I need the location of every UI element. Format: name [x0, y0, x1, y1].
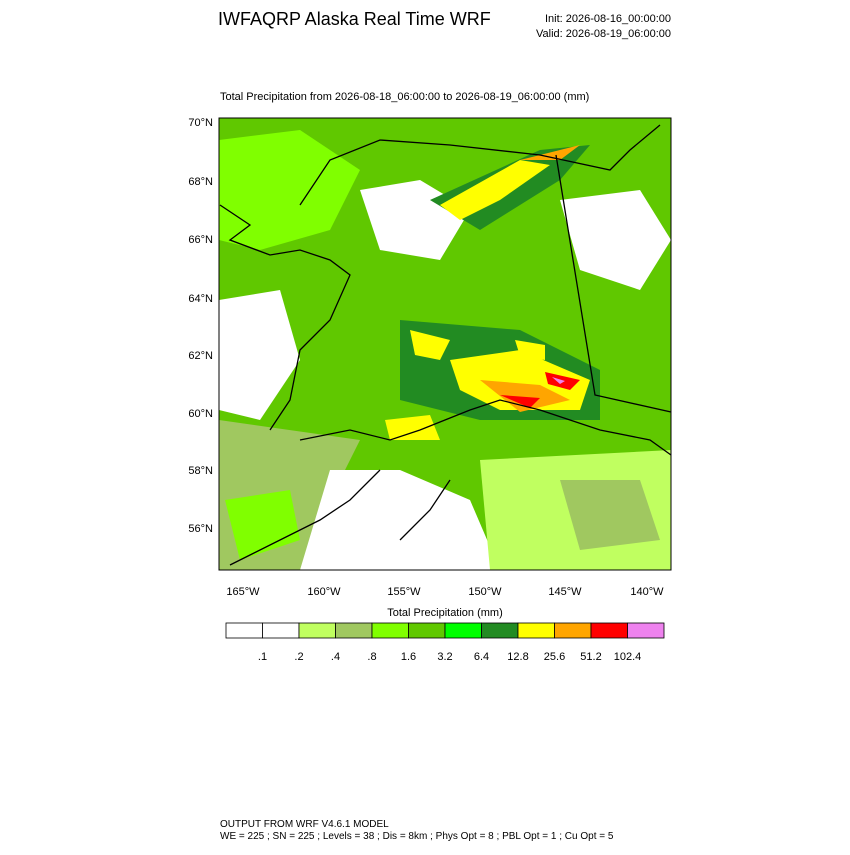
footer-line: WE = 225 ; SN = 225 ; Levels = 38 ; Dis …: [220, 831, 614, 842]
lat-label: 58°N: [188, 465, 213, 477]
colorbar-box: [590, 622, 628, 639]
colorbar-title: Total Precipitation (mm): [387, 607, 503, 619]
colorbar: .1 .2 .4 .8 1.6 3.2 6.4 12.8 25.6 51.2 102.4: [225, 622, 665, 663]
colorbar-label: 3.2: [437, 651, 452, 663]
lon-label: 165°W: [226, 586, 260, 598]
precip-field: [219, 118, 671, 570]
colorbar-label: 51.2: [580, 651, 601, 663]
title: IWFAQRP Alaska Real Time WRF: [218, 9, 491, 29]
lon-labels: 165°W 160°W 155°W 150°W 145°W 140°W: [226, 586, 664, 598]
lat-label: 60°N: [188, 408, 213, 420]
init-time: Init: 2026-08-16_00:00:00: [545, 13, 671, 25]
colorbar-label: 6.4: [474, 651, 489, 663]
colorbar-box: [627, 622, 665, 639]
colorbar-label: 12.8: [507, 651, 528, 663]
footer-line: OUTPUT FROM WRF V4.6.1 MODEL: [220, 819, 389, 830]
colorbar-box: [225, 622, 263, 639]
lat-label: 62°N: [188, 350, 213, 362]
colorbar-label: .1: [258, 651, 267, 663]
lat-label: 70°N: [188, 117, 213, 129]
lon-label: 155°W: [387, 586, 421, 598]
colorbar-box: [262, 622, 300, 639]
subtitle: Total Precipitation from 2026-08-18_06:0…: [220, 91, 589, 103]
coastlines: [219, 124, 672, 566]
lat-labels: 70°N 68°N 66°N 64°N 62°N 60°N 58°N 56°N: [188, 117, 213, 535]
colorbar-box: [371, 622, 409, 639]
colorbar-box: [517, 622, 555, 639]
lon-label: 150°W: [468, 586, 502, 598]
colorbar-label: 1.6: [401, 651, 416, 663]
map-frame: [218, 117, 672, 571]
lon-label: 140°W: [630, 586, 664, 598]
colorbar-label: .4: [331, 651, 340, 663]
colorbar-box: [335, 622, 373, 639]
colorbar-label: 102.4: [614, 651, 642, 663]
colorbar-box: [444, 622, 482, 639]
lon-label: 145°W: [548, 586, 582, 598]
valid-time: Valid: 2026-08-19_06:00:00: [536, 28, 671, 40]
colorbar-box: [408, 622, 446, 639]
colorbar-label: .8: [367, 651, 376, 663]
lat-label: 56°N: [188, 523, 213, 535]
colorbar-box: [298, 622, 336, 639]
colorbar-box: [481, 622, 519, 639]
colorbar-label: 25.6: [544, 651, 565, 663]
lat-label: 68°N: [188, 176, 213, 188]
lon-label: 160°W: [307, 586, 341, 598]
lat-label: 64°N: [188, 293, 213, 305]
colorbar-label: .2: [294, 651, 303, 663]
lat-label: 66°N: [188, 234, 213, 246]
colorbar-box: [554, 622, 592, 639]
